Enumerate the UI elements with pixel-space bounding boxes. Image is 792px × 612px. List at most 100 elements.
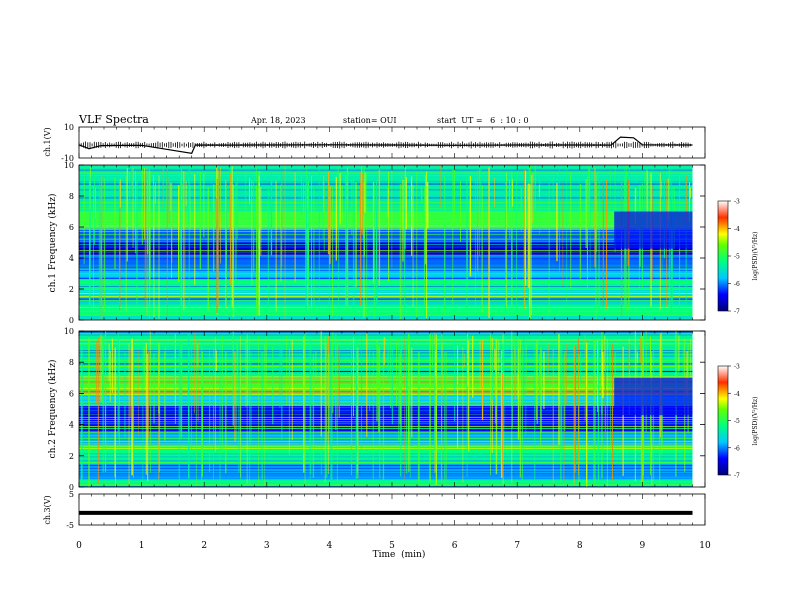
spectrogram-sferic: [454, 331, 456, 422]
spectrogram-sferic: [610, 169, 611, 208]
ch1-colorbar-gradient: [717, 200, 729, 312]
time-tick-label: 2: [201, 541, 207, 551]
spectrogram-sferic: [387, 187, 389, 218]
spectrogram-sferic: [148, 170, 150, 280]
spectrogram-sferic: [595, 181, 597, 320]
spectrogram-empty: [692, 165, 705, 320]
colorbar-tick-label: -3: [734, 199, 740, 206]
spectrogram-sferic: [281, 341, 283, 440]
spectrogram-sferic: [610, 350, 611, 448]
spectrogram-sferic: [597, 340, 600, 487]
spectrogram-sferic: [249, 335, 251, 485]
spectrogram-sferic: [651, 351, 653, 485]
spectrogram-sferic: [558, 334, 560, 445]
spectrogram-sferic: [84, 168, 86, 222]
ch3-ytick-bottom: -5: [66, 521, 74, 530]
spectrogram-sferic: [215, 177, 217, 198]
spectrogram-sferic: [527, 183, 529, 288]
spectrogram-sferic: [682, 343, 684, 383]
spectrogram-streak: [79, 220, 693, 221]
spectrogram-streak: [79, 451, 693, 453]
spectrogram-sferic: [602, 182, 604, 307]
spectrogram-streak: [79, 473, 693, 475]
spectrogram-sferic: [464, 353, 465, 368]
spectrogram-sferic: [614, 352, 616, 391]
spectrogram-sferic: [183, 171, 185, 310]
ch2-spectrogram-panel: 0 2 4 6 8 10 ch.2 Frequency (kHz): [47, 327, 706, 492]
spectrogram-streak: [79, 181, 693, 183]
spectrogram-sferic: [100, 334, 102, 402]
spectrogram-sferic: [194, 332, 195, 414]
spectrogram-sferic: [500, 350, 503, 479]
spectrogram-sferic: [331, 342, 333, 481]
spectrogram-sferic: [318, 168, 320, 309]
colorbar-tick-label: -5: [734, 418, 740, 425]
spectrogram-streak: [79, 291, 693, 293]
spectrogram-sferic: [323, 187, 325, 252]
figure-title: VLF Spectra: [78, 113, 149, 126]
spectrogram-sferic: [511, 331, 513, 484]
colorbar-tick-label: -5: [734, 254, 740, 261]
spectrogram-sferic: [417, 352, 419, 483]
spectrogram-streak: [79, 298, 693, 300]
spectrogram-sferic: [213, 184, 215, 272]
spectrogram-sferic: [586, 348, 587, 483]
spectrogram-sferic: [506, 172, 508, 309]
spectrogram-sferic: [586, 176, 588, 289]
spectrogram-sferic: [250, 350, 252, 446]
spectrogram-streak: [79, 484, 693, 486]
spectrogram-sferic: [467, 340, 470, 452]
spectrogram-sferic: [147, 179, 149, 255]
spectrogram-sferic: [220, 167, 221, 264]
spectrogram-sferic: [623, 167, 625, 197]
spectrogram-sferic: [129, 348, 131, 418]
spectrogram-sferic: [236, 344, 238, 440]
ch2-colorbar-label: log(PSD)(V²/Hz): [752, 397, 759, 446]
spectrogram-streak: [79, 183, 693, 185]
spectrogram-streak: [79, 397, 693, 399]
spectrogram-sferic: [404, 178, 406, 317]
spectrogram-streak: [79, 358, 693, 360]
spectrogram-sferic: [491, 349, 494, 400]
spectrogram-sferic: [503, 336, 505, 449]
ch1-waveform-panel: 10 -10 ch.1(V): [43, 123, 706, 163]
spectrogram-sferic: [201, 351, 203, 477]
spectrogram-sferic: [323, 176, 325, 212]
spectrogram-sferic: [226, 185, 227, 306]
spectrogram-streak: [79, 378, 693, 379]
spectrogram-streak: [79, 256, 693, 258]
spectrogram-sferic: [396, 342, 397, 407]
spectrogram-sferic: [197, 339, 199, 422]
spectrogram-sferic: [535, 342, 537, 420]
ch2-spectrogram-ylabel: ch.2 Frequency (kHz): [47, 360, 58, 459]
spectrogram-streak: [79, 238, 693, 240]
spectrogram-sferic: [363, 182, 365, 318]
spectrogram-sferic: [303, 336, 305, 473]
spec-ytick-label: 10: [64, 327, 74, 336]
spectrogram-quiet-patch: [614, 377, 693, 416]
spectrogram-sferic: [601, 338, 603, 387]
spectrogram-streak: [79, 343, 693, 345]
spectrogram-streak: [79, 363, 693, 365]
spectrogram-sferic: [686, 351, 688, 394]
spectrogram-sferic: [184, 172, 186, 308]
spectrogram-sferic: [328, 353, 330, 433]
spectrogram-sferic: [164, 352, 166, 441]
spectrogram-sferic: [606, 179, 608, 309]
spectrogram-streak: [79, 274, 693, 276]
colorbar-tick-label: -7: [734, 309, 740, 316]
spectrogram-sferic: [327, 336, 329, 475]
spectrogram-streak: [79, 355, 693, 357]
colorbar-tick-label: -4: [734, 226, 740, 233]
spectrogram-streak: [79, 244, 693, 245]
spectrogram-streak: [79, 448, 693, 449]
spectrogram-streak: [79, 293, 693, 294]
spectrogram-sferic: [517, 335, 519, 375]
spectrogram-sferic: [351, 348, 353, 476]
spectrogram-sferic: [158, 351, 160, 480]
spectrogram-sferic: [305, 184, 306, 287]
spec-ytick-label: 2: [69, 452, 74, 461]
spectrogram-sferic: [362, 174, 364, 215]
spectrogram-sferic: [387, 341, 388, 367]
spectrogram-streak: [79, 213, 693, 214]
